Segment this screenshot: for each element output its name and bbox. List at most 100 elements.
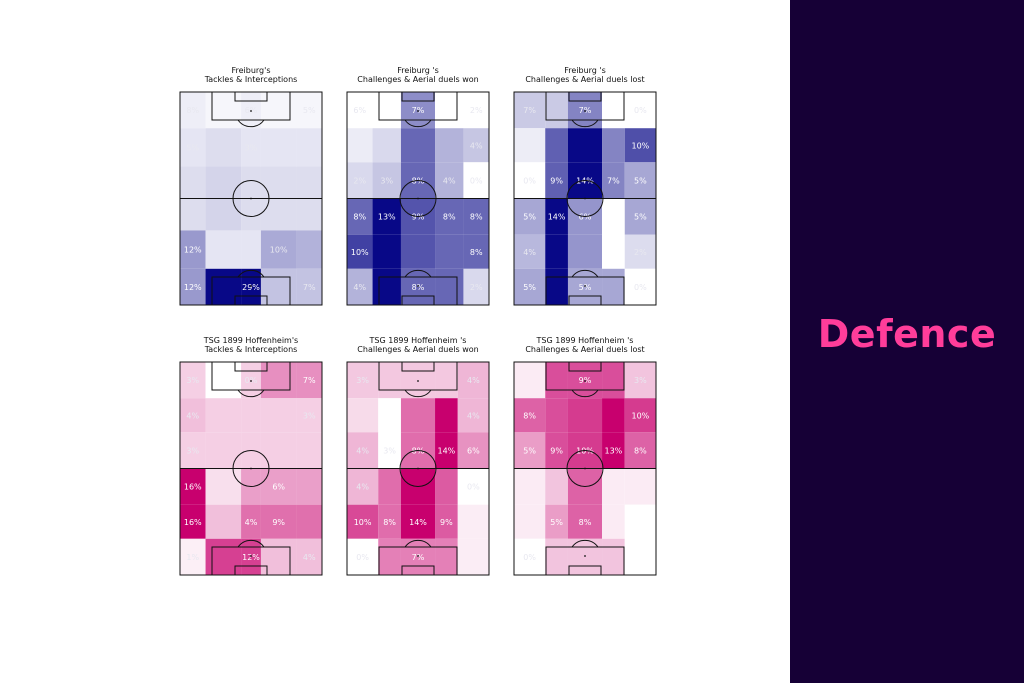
heatmap-cell — [514, 468, 546, 505]
center-spot — [250, 197, 252, 200]
cell-label: 7% — [303, 283, 316, 292]
heatmap-cell — [205, 432, 242, 469]
cell-label: 2% — [470, 283, 483, 292]
cell-label: 29% — [242, 283, 260, 292]
cell-label: 4% — [470, 141, 483, 150]
heatmap-cell — [545, 432, 568, 469]
cell-label: 9% — [550, 176, 563, 185]
penalty-spot-bottom — [250, 285, 252, 287]
heatmap-cell — [347, 92, 373, 129]
cell-label: 5% — [303, 106, 316, 115]
heatmap-cell — [624, 468, 656, 505]
heatmap-cell — [260, 230, 297, 269]
chart-title-line2: Challenges & Aerial duels lost — [525, 75, 644, 84]
side-panel: Defence — [790, 0, 1024, 683]
heatmap-cell — [624, 128, 656, 163]
cell-label: 5% — [550, 518, 563, 527]
cell-label: 10% — [354, 518, 372, 527]
heatmap-cell — [347, 128, 373, 163]
heatmap-cell — [205, 268, 242, 305]
heatmap-cell — [296, 432, 322, 469]
penalty-spot-top — [250, 110, 252, 112]
cell-label: 4% — [467, 376, 480, 385]
heatmap-cell — [457, 362, 489, 399]
heatmap-cell — [347, 268, 373, 305]
heatmap-cell — [180, 432, 206, 469]
heatmap-cell — [180, 504, 206, 539]
heatmap-cell — [457, 468, 489, 505]
heatmap-cell — [378, 398, 401, 433]
penalty-arc-top — [404, 119, 432, 128]
heatmap-cell — [180, 92, 206, 129]
cell-label: 6% — [353, 106, 366, 115]
six-yard-box-bottom — [401, 295, 435, 306]
heatmap-cell — [463, 92, 489, 129]
heatmap-cell — [372, 128, 401, 163]
cell-label: 7% — [523, 106, 536, 115]
heatmap-cell — [514, 538, 546, 575]
heatmap-cell — [602, 432, 625, 469]
heatmap-cell — [296, 362, 322, 399]
chart-title-line1: TSG 1899 Hoffenheim 's — [536, 336, 634, 345]
heatmap-cell — [205, 538, 242, 575]
heatmap-cell — [205, 128, 242, 167]
heatmap-cell — [205, 468, 242, 505]
heatmap-cell — [567, 398, 603, 433]
heatmap-cell — [180, 230, 206, 269]
cell-label: 8% — [523, 411, 536, 420]
penalty-arc-bottom — [237, 539, 265, 548]
cell-label: 8% — [579, 518, 592, 527]
cell-label: 4% — [303, 553, 316, 562]
heatmap-cell — [602, 234, 625, 269]
heatmap-cell — [567, 128, 603, 163]
heatmap-cell — [624, 432, 656, 469]
heatmap-cell — [347, 234, 373, 269]
heatmap-cell — [435, 398, 458, 433]
cell-label: 4% — [356, 446, 369, 455]
heatmap-cell — [347, 504, 379, 539]
heatmap-cell — [457, 504, 489, 539]
heatmap-cell — [260, 538, 297, 575]
heatmap-cell — [347, 398, 379, 433]
heatmap-cell — [463, 128, 489, 163]
cell-label: 8% — [470, 213, 483, 222]
cell-label: 4% — [523, 248, 536, 257]
center-spot — [417, 197, 419, 200]
six-yard-box-bottom — [568, 295, 602, 306]
cell-label: 3% — [380, 176, 393, 185]
cell-label: 1% — [186, 553, 199, 562]
heatmap-cell — [435, 128, 464, 163]
cell-label: 5% — [523, 283, 536, 292]
cell-label: 0% — [467, 483, 480, 492]
cell-label: 3% — [303, 411, 316, 420]
six-yard-box-bottom — [401, 565, 435, 576]
cell-label: 7% — [607, 176, 620, 185]
heatmap-cell — [347, 162, 373, 199]
heatmap-cell — [241, 504, 261, 539]
heatmap-cell — [514, 504, 546, 539]
center-circle — [566, 180, 604, 217]
heatmap-cell — [602, 128, 625, 163]
penalty-spot-bottom — [250, 555, 252, 557]
heatmap-cell — [624, 198, 656, 235]
heatmap-cell — [624, 398, 656, 433]
heatmap-cell — [205, 92, 242, 129]
heatmap-cell — [514, 198, 546, 235]
cell-label: 3% — [634, 376, 647, 385]
heatmap-cell — [435, 268, 464, 305]
penalty-arc-bottom — [404, 539, 432, 548]
cell-label: 9% — [412, 213, 425, 222]
cell-label: 6% — [579, 213, 592, 222]
heatmap-cell — [205, 398, 242, 433]
cell-label: 3% — [186, 376, 199, 385]
cell-label: 2% — [634, 248, 647, 257]
penalty-arc-top — [237, 119, 265, 128]
cell-label: 16% — [184, 518, 202, 527]
chart-title-line2: Challenges & Aerial duels won — [357, 345, 478, 354]
heatmap-cell — [624, 268, 656, 305]
six-yard-box-top — [568, 91, 602, 102]
